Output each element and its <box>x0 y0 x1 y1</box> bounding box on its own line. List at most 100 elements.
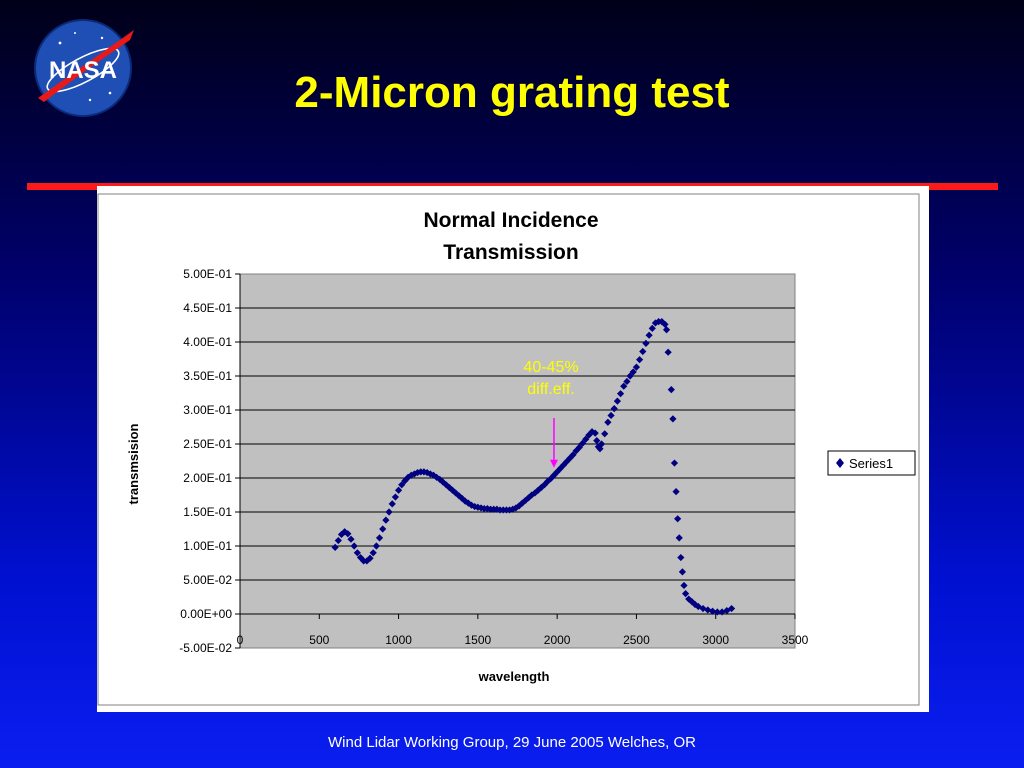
data-point <box>569 451 577 459</box>
data-point <box>572 447 580 455</box>
nasa-logo: NASA <box>30 18 136 118</box>
data-point <box>509 505 517 513</box>
data-point <box>681 590 690 598</box>
data-point <box>578 439 587 447</box>
axes <box>235 273 796 649</box>
data-point <box>334 536 342 545</box>
x-axis-label: wavelength <box>478 669 550 684</box>
slide-title: 2-Micron grating test <box>294 68 730 117</box>
slide-footer: Wind Lidar Working Group, 29 June 2005 W… <box>328 734 696 751</box>
data-point <box>591 429 599 437</box>
data-point <box>388 500 396 508</box>
data-point <box>723 607 731 615</box>
y-tick-labels: 5.00E-01 4.50E-01 4.00E-01 3.50E-01 3.00E-01… <box>179 267 232 655</box>
data-point <box>382 516 390 524</box>
data-point <box>512 504 520 512</box>
data-point <box>429 471 438 479</box>
chart-title-line-1: Normal Incidence <box>423 209 598 232</box>
data-point <box>680 581 688 590</box>
chart-panel: Normal Incidence Transmission 5.00E-01 4.… <box>97 186 929 712</box>
data-point <box>610 405 618 413</box>
data-point <box>677 553 685 562</box>
data-point <box>670 459 679 467</box>
data-point <box>699 604 707 613</box>
data-point <box>537 483 545 492</box>
data-point <box>593 437 601 445</box>
x-tick-label: 0 <box>237 633 244 647</box>
y-tick-label: 2.00E-01 <box>183 471 232 485</box>
y-tick-label: 1.00E-01 <box>183 539 232 553</box>
y-axis-label: transmsision <box>126 423 141 504</box>
x-tick-label: 2000 <box>544 633 571 647</box>
data-point <box>547 475 555 483</box>
data-point <box>483 505 491 513</box>
data-point <box>534 486 542 494</box>
data-point <box>410 470 419 478</box>
data-point <box>674 515 682 523</box>
data-point <box>401 477 409 485</box>
x-tick-label: 3500 <box>782 633 809 647</box>
transmission-chart: Normal Incidence Transmission 5.00E-01 4.… <box>97 193 920 706</box>
data-point <box>566 454 574 462</box>
y-tick-label: 1.50E-01 <box>183 505 232 519</box>
data-point <box>604 418 612 426</box>
data-point <box>596 445 604 453</box>
data-point <box>445 483 453 492</box>
data-point <box>436 475 444 483</box>
data-point <box>607 411 615 420</box>
data-point <box>464 499 472 507</box>
data-point <box>372 542 380 550</box>
data-point <box>675 534 683 542</box>
data-point <box>623 377 631 386</box>
legend-label: Series1 <box>849 456 893 471</box>
data-point <box>544 477 552 485</box>
data-point <box>394 486 403 494</box>
data-point <box>442 481 450 489</box>
x-tick-label: 3000 <box>702 633 729 647</box>
data-point <box>678 568 687 576</box>
legend: Series1 <box>827 450 916 476</box>
data-point <box>727 604 736 613</box>
data-point <box>642 339 650 347</box>
data-point <box>685 595 693 603</box>
data-point <box>585 431 593 439</box>
y-tick-label: 5.00E-01 <box>183 267 232 281</box>
data-point <box>337 530 346 539</box>
y-tick-label: 4.50E-01 <box>183 301 232 315</box>
data-point <box>626 372 634 380</box>
annotation-arrow <box>549 418 558 468</box>
data-point <box>375 534 384 542</box>
data-point <box>708 607 717 615</box>
data-point <box>398 481 406 489</box>
series1-points <box>331 318 736 616</box>
data-point <box>672 488 680 496</box>
data-point <box>379 525 387 533</box>
legend-marker-icon <box>836 458 844 468</box>
data-point <box>620 382 628 390</box>
y-tick-label: 5.00E-02 <box>183 573 232 587</box>
data-point <box>718 608 726 616</box>
data-point <box>601 430 609 438</box>
data-point <box>531 489 539 497</box>
data-point <box>582 435 590 443</box>
data-point <box>713 608 721 616</box>
plot-area <box>239 273 796 649</box>
y-tick-label: 0.00E+00 <box>180 607 232 621</box>
chart-title-line-2: Transmission <box>443 241 578 264</box>
data-point <box>664 348 672 356</box>
annotation-line-1: 40-45% <box>523 359 578 376</box>
data-point <box>636 356 644 364</box>
data-point <box>616 390 625 398</box>
data-point <box>493 505 501 513</box>
data-point <box>704 606 712 614</box>
data-point <box>518 499 526 507</box>
data-point <box>474 503 482 511</box>
y-tick-label: 3.50E-01 <box>183 369 232 383</box>
data-point <box>597 440 606 448</box>
data-point <box>366 554 374 562</box>
x-tick-label: 500 <box>309 633 329 647</box>
data-point <box>385 508 393 516</box>
annotation-arrow-head <box>549 459 558 468</box>
data-point <box>391 493 399 501</box>
logo-text: NASA <box>49 57 117 84</box>
